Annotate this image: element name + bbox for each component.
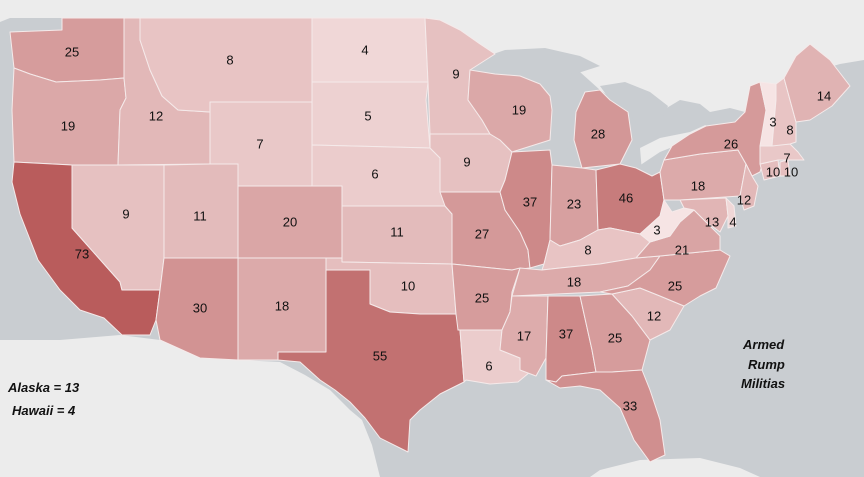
alaska-note: Alaska = 13 (8, 380, 80, 395)
label-wi: 19 (512, 103, 526, 118)
label-ms: 17 (517, 329, 531, 344)
label-mn: 9 (452, 67, 459, 82)
state-mi[interactable] (573, 89, 633, 169)
label-fl: 33 (623, 399, 637, 414)
state-ia[interactable] (429, 133, 513, 193)
state-tx[interactable] (277, 269, 465, 453)
state-nc[interactable] (599, 249, 731, 307)
state-me[interactable] (783, 43, 851, 123)
label-pa: 18 (691, 179, 705, 194)
label-wy: 7 (256, 137, 263, 152)
state-sd[interactable] (311, 81, 431, 149)
label-co: 20 (283, 215, 297, 230)
lake-huron (600, 82, 668, 128)
label-ar: 25 (475, 291, 489, 306)
label-ky: 8 (584, 243, 591, 258)
label-az: 30 (193, 301, 207, 316)
state-ma[interactable] (759, 143, 805, 165)
state-il[interactable] (499, 149, 553, 269)
label-vt: 3 (769, 115, 776, 130)
label-md: 13 (705, 215, 719, 230)
hawaii-note: Hawaii = 4 (12, 403, 76, 418)
label-in: 23 (567, 197, 581, 212)
mexico-land (0, 335, 380, 477)
label-ks: 11 (390, 225, 404, 240)
label-ut: 11 (193, 209, 207, 224)
label-nj: 12 (737, 193, 751, 208)
state-fl[interactable] (545, 369, 666, 463)
label-id: 12 (149, 109, 163, 124)
states-layer[interactable] (9, 17, 851, 463)
label-va: 21 (675, 243, 689, 258)
lake-superior (470, 48, 600, 76)
state-nd[interactable] (311, 17, 429, 83)
state-de[interactable] (725, 197, 737, 229)
label-ia: 9 (463, 155, 470, 170)
label-ma: 7 (783, 151, 790, 166)
label-nh: 8 (786, 123, 793, 138)
label-nv: 9 (122, 207, 129, 222)
label-ga: 25 (608, 331, 622, 346)
label-mi: 28 (591, 127, 605, 142)
lake-ontario (700, 108, 745, 126)
label-wa: 25 (65, 45, 79, 60)
label-sd: 5 (364, 109, 371, 124)
state-wi[interactable] (467, 69, 553, 153)
label-nm: 18 (275, 299, 289, 314)
label-ca: 73 (75, 247, 89, 262)
label-mt: 8 (226, 53, 233, 68)
label-tx: 55 (373, 349, 387, 364)
label-ny: 26 (724, 137, 738, 152)
state-nj[interactable] (739, 163, 759, 211)
state-ri[interactable] (779, 159, 791, 177)
label-nd: 4 (361, 43, 368, 58)
label-wv: 3 (653, 223, 660, 238)
label-ne: 6 (371, 167, 378, 182)
label-de: 4 (729, 215, 736, 230)
label-ct: 10 (766, 165, 780, 180)
state-or[interactable] (11, 67, 127, 166)
label-tn: 18 (567, 275, 581, 290)
label-ri: 10 (784, 165, 798, 180)
label-la: 6 (485, 359, 492, 374)
state-value-labels: 25 19 73 12 9 8 7 11 30 20 18 4 5 6 11 1… (61, 43, 831, 414)
label-al: 37 (559, 327, 573, 342)
map-title-line-3: Militias (741, 376, 786, 391)
label-il: 37 (523, 195, 537, 210)
label-oh: 46 (619, 191, 633, 206)
label-mo: 27 (475, 227, 489, 242)
label-ok: 10 (401, 279, 415, 294)
label-nc: 25 (668, 279, 682, 294)
lake-michigan (550, 78, 575, 162)
map-title-line-1: Armed (743, 337, 785, 352)
label-or: 19 (61, 119, 75, 134)
cuba-land (590, 458, 760, 477)
label-me: 14 (817, 89, 831, 104)
label-sc: 12 (647, 309, 661, 324)
map-title-line-2: Rump (748, 357, 785, 372)
